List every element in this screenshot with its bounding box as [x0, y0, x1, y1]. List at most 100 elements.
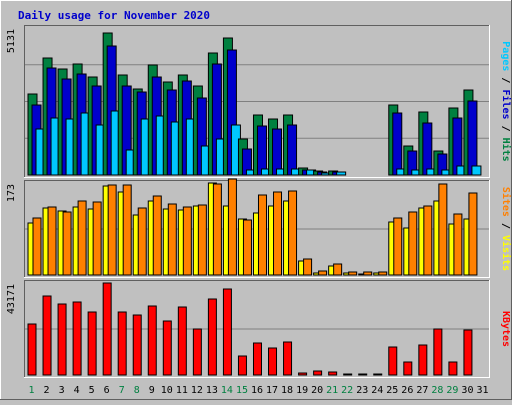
bar-kbytes-day-16 — [252, 342, 262, 376]
panel-visits-sites: 173 Sites / Visits — [6, 178, 512, 278]
panel-side-label: Pages / Files / Hits — [500, 41, 512, 161]
bar-sites-day-28 — [438, 183, 448, 276]
bar-kbytes-day-2 — [42, 295, 52, 376]
x-tick-label-18: 18 — [281, 385, 293, 396]
bar-sites-day-8 — [137, 207, 147, 276]
panel-max-label: 173 — [6, 184, 17, 202]
side-label-part: Sites — [500, 187, 512, 217]
bar-sites-day-30 — [468, 192, 478, 276]
bar-sites-day-15 — [242, 219, 252, 276]
bar-kbytes-day-19 — [298, 372, 308, 376]
side-label-part: / — [500, 217, 511, 235]
x-tick-label-30: 30 — [461, 385, 473, 396]
x-tick-label-10: 10 — [161, 385, 173, 396]
x-axis-labels: 1 2 3 4 5 6 7 8 9 10 11 12 13 14 15 16 17 18 19 20 21 22 23 24 2… — [29, 385, 489, 396]
bar-sites-day-3 — [62, 211, 72, 276]
bar-sites-day-26 — [408, 211, 418, 276]
panel-max-label: 43171 — [6, 284, 17, 314]
x-tick-label-15: 15 — [236, 385, 248, 396]
bar-pages-day-21 — [336, 171, 347, 176]
bar-sites-day-2 — [47, 206, 57, 276]
bar-pages-day-30 — [471, 165, 482, 176]
side-label-part: / — [500, 120, 511, 138]
x-tick-label-16: 16 — [251, 385, 263, 396]
panels-layer: 5131 Pages / Files / Hits 173 Sites / Visit… — [6, 25, 512, 378]
side-label-part: / — [500, 71, 511, 89]
side-label-part: KBytes — [500, 311, 511, 347]
bar-kbytes-day-13 — [207, 298, 217, 376]
x-tick-label-6: 6 — [104, 385, 110, 396]
x-tick-label-26: 26 — [401, 385, 413, 396]
bar-sites-day-9 — [152, 195, 162, 276]
x-tick-label-21: 21 — [326, 385, 338, 396]
bar-sites-day-16 — [257, 194, 267, 276]
x-tick-label-31: 31 — [476, 385, 488, 396]
side-label-part: Hits — [500, 138, 512, 162]
panel-kbytes: 43171 KBytes — [6, 280, 511, 378]
bar-kbytes-day-24 — [373, 373, 383, 376]
bar-sites-day-1 — [32, 217, 42, 276]
x-tick-label-7: 7 — [119, 385, 125, 396]
bar-files-day-16 — [256, 125, 267, 176]
side-label-part: Visits — [500, 235, 512, 271]
bar-sites-day-17 — [273, 191, 283, 276]
x-tick-label-17: 17 — [266, 385, 278, 396]
x-tick-label-22: 22 — [341, 385, 353, 396]
bar-sites-day-6 — [107, 184, 117, 276]
panel-hits-files-pages: 5131 Pages / Files / Hits — [6, 25, 512, 178]
bar-sites-day-13 — [212, 183, 222, 276]
bar-kbytes-day-18 — [283, 341, 293, 376]
bar-kbytes-day-27 — [418, 344, 428, 376]
bar-kbytes-day-14 — [222, 288, 232, 376]
bar-sites-day-25 — [393, 217, 403, 276]
bar-files-day-30 — [467, 100, 478, 176]
x-tick-label-2: 2 — [44, 385, 50, 396]
panel-max-label: 5131 — [6, 29, 17, 53]
bar-files-day-27 — [422, 122, 433, 176]
x-tick-label-13: 13 — [206, 385, 218, 396]
bar-kbytes-day-3 — [57, 303, 67, 376]
x-tick-label-11: 11 — [176, 385, 188, 396]
bar-sites-day-20 — [318, 270, 328, 276]
x-tick-label-23: 23 — [356, 385, 368, 396]
x-tick-label-28: 28 — [431, 385, 443, 396]
bar-sites-day-12 — [197, 204, 207, 276]
bar-kbytes-day-21 — [328, 371, 338, 376]
bar-kbytes-day-4 — [72, 301, 82, 376]
bar-sites-day-19 — [303, 258, 313, 276]
bar-kbytes-day-17 — [268, 347, 278, 376]
bar-kbytes-day-25 — [388, 346, 398, 376]
bar-kbytes-day-9 — [147, 305, 157, 376]
x-tick-label-25: 25 — [386, 385, 398, 396]
bar-kbytes-day-7 — [117, 311, 127, 376]
x-tick-label-27: 27 — [416, 385, 428, 396]
panel-side-label: KBytes — [500, 311, 511, 347]
bar-sites-day-27 — [423, 205, 433, 276]
bar-kbytes-day-28 — [433, 328, 443, 376]
bar-files-day-18 — [287, 124, 298, 176]
bar-kbytes-day-1 — [27, 323, 37, 376]
bar-sites-day-23 — [363, 271, 373, 276]
x-tick-label-9: 9 — [149, 385, 155, 396]
bar-kbytes-day-20 — [313, 370, 323, 376]
panel-side-label: Sites / Visits — [500, 187, 512, 271]
side-label-part: Pages — [500, 41, 511, 71]
bar-files-day-25 — [392, 112, 403, 176]
bar-kbytes-day-8 — [132, 314, 142, 376]
x-tick-label-20: 20 — [311, 385, 323, 396]
x-tick-label-8: 8 — [134, 385, 140, 396]
chart-title: Daily usage for November 2020 — [18, 9, 210, 22]
x-tick-label-3: 3 — [59, 385, 65, 396]
bar-files-day-17 — [272, 128, 283, 176]
bar-kbytes-day-10 — [162, 320, 172, 376]
bar-sites-day-11 — [182, 206, 192, 276]
x-tick-label-24: 24 — [371, 385, 383, 396]
bar-sites-day-4 — [77, 200, 87, 276]
x-tick-label-12: 12 — [191, 385, 203, 396]
bar-sites-day-29 — [453, 213, 463, 276]
bar-kbytes-day-12 — [192, 328, 202, 376]
bar-kbytes-day-23 — [358, 373, 368, 376]
x-tick-label-1: 1 — [29, 385, 35, 396]
bar-kbytes-day-11 — [177, 306, 187, 376]
